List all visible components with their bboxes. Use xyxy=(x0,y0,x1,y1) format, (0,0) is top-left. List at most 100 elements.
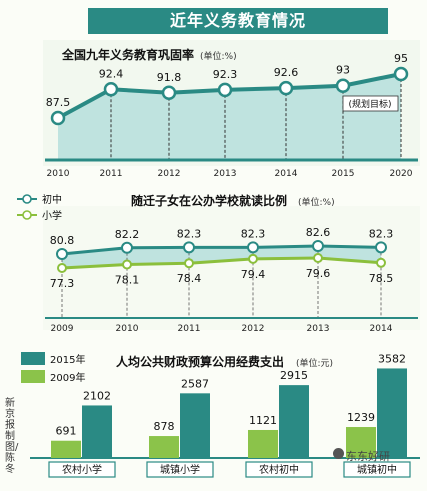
chart1-area xyxy=(58,74,401,160)
chart2-point-junior xyxy=(121,241,133,254)
chart1-x-tick: 2012 xyxy=(158,169,181,179)
chart2-point-junior xyxy=(247,241,259,254)
chart1-value-label: 93 xyxy=(336,64,350,77)
chart3-value-2015: 2915 xyxy=(280,369,308,382)
chart1-point xyxy=(50,110,66,126)
chart1-x-tick: 2011 xyxy=(100,169,123,179)
chart1-value-label: 87.5 xyxy=(46,96,71,109)
chart2-value-junior: 82.3 xyxy=(241,227,266,240)
chart2-point-primary xyxy=(248,253,258,264)
main-title-bar xyxy=(88,8,388,34)
chart3-legend-label: 2015年 xyxy=(50,353,85,366)
chart2-x-tick: 2011 xyxy=(178,324,201,334)
chart2-point-primary xyxy=(57,263,67,273)
chart3-category-box xyxy=(343,461,411,478)
chart1-x-tick: 2013 xyxy=(214,169,237,179)
chart2-band xyxy=(62,246,381,268)
chart2-legend-label: 初中 xyxy=(42,193,62,206)
chart3-category-label: 城镇小学 xyxy=(160,463,200,476)
chart3-legend-label: 2009年 xyxy=(50,371,85,384)
chart2-point-primary xyxy=(313,253,323,263)
chart2-value-primary: 77.3 xyxy=(50,277,75,290)
chart3-value-2015: 2587 xyxy=(181,377,209,390)
main-title: 近年义务教育情况 xyxy=(169,11,306,30)
chart2-point-junior xyxy=(312,240,324,252)
chart1-point xyxy=(393,66,409,82)
chart2-x-tick: 2009 xyxy=(51,324,74,334)
chart1-point xyxy=(278,80,294,96)
chart1-value-label: 92.4 xyxy=(99,67,124,80)
watermark-text: 东东好研 xyxy=(346,450,390,463)
chart2-point-junior xyxy=(183,241,195,254)
chart2-line-junior xyxy=(61,244,382,256)
chart1-x-tick: 2020 xyxy=(390,169,413,179)
chart1-x-tick: 2015 xyxy=(332,169,355,179)
chart1-point xyxy=(103,82,119,97)
chart2-title: 随迁子女在公办学校就读比例 xyxy=(131,193,287,208)
chart3-category-label: 城镇初中 xyxy=(357,463,397,476)
chart3-value-2009: 1121 xyxy=(249,414,277,427)
chart3-unit: (单位:元) xyxy=(296,357,333,369)
chart3-category-label: 农村初中 xyxy=(259,463,299,476)
chart3-bar-2015 xyxy=(180,393,210,458)
chart3-value-2009: 691 xyxy=(56,425,77,438)
chart2-x-tick: 2012 xyxy=(242,324,265,334)
chart2-x-tick: 2013 xyxy=(307,324,330,334)
chart3-bar-2015 xyxy=(82,405,112,458)
chart3-title: 人均公共财政预算公用经费支出 xyxy=(116,354,284,369)
chart3-category-box xyxy=(146,461,214,478)
chart2-value-primary: 78.4 xyxy=(177,272,202,285)
chart2-line-primary xyxy=(61,256,382,270)
chart3-category-box xyxy=(245,461,313,478)
chart1-unit: (单位:%) xyxy=(200,50,237,62)
chart3-bar-2009 xyxy=(149,436,179,458)
chart1-x-tick: 2014 xyxy=(275,169,298,179)
chart2-point-primary xyxy=(376,257,386,268)
chart3-bar-2009 xyxy=(346,427,376,458)
chart2-value-junior: 82.6 xyxy=(306,226,331,239)
chart3-legend-swatch-2015 xyxy=(21,352,45,365)
chart3-category-box xyxy=(48,461,116,478)
chart2-point-primary xyxy=(184,258,194,269)
chart1-title: 全国九年义务教育巩固率 xyxy=(61,47,194,62)
chart2-x-tick: 2010 xyxy=(116,324,139,334)
chart1-point xyxy=(217,82,233,98)
chart2-legend-marker xyxy=(22,210,32,220)
chart2-point-junior xyxy=(56,248,68,260)
chart3-bar-2015 xyxy=(279,385,309,458)
chart1-value-label: 91.8 xyxy=(157,71,182,84)
chart2-value-junior: 82.2 xyxy=(115,228,140,241)
chart3-value-2009: 1239 xyxy=(347,411,375,424)
wechat-icon xyxy=(333,448,344,459)
chart3-bar-2015 xyxy=(377,368,407,458)
chart2-value-junior: 82.3 xyxy=(369,227,394,240)
chart2-legend-marker xyxy=(22,194,32,204)
chart2-panel xyxy=(43,206,420,330)
chart2-point-primary xyxy=(122,259,132,270)
chart2-point-junior xyxy=(375,241,387,254)
chart3-category-label: 农村小学 xyxy=(62,463,102,476)
chart2-value-primary: 78.1 xyxy=(115,274,140,287)
chart2-value-primary: 79.6 xyxy=(306,267,331,280)
chart2-value-primary: 78.5 xyxy=(369,272,394,285)
chart2-x-tick: 2014 xyxy=(370,324,393,334)
chart3-value-2015: 2102 xyxy=(83,389,111,402)
chart1-annotation: (规划目标) xyxy=(348,98,391,110)
chart3-value-2015: 3582 xyxy=(378,352,406,365)
chart3-value-2009: 878 xyxy=(154,420,175,433)
chart2-value-primary: 79.4 xyxy=(241,268,266,281)
chart2-value-junior: 82.3 xyxy=(177,227,202,240)
chart3-bar-2009 xyxy=(51,440,81,458)
chart1-value-label: 95 xyxy=(394,52,408,65)
chart1-annotation-box xyxy=(342,95,399,112)
chart1-point xyxy=(335,78,351,93)
credit-text: 新京报制图/陈冬 xyxy=(5,398,19,475)
chart1-x-tick: 2010 xyxy=(47,169,70,179)
chart2-value-junior: 80.8 xyxy=(50,234,75,247)
chart3-legend-swatch-2009 xyxy=(21,370,45,383)
chart1-value-label: 92.6 xyxy=(274,66,299,79)
chart3-bar-2009 xyxy=(248,429,278,458)
chart1-point xyxy=(161,85,177,101)
